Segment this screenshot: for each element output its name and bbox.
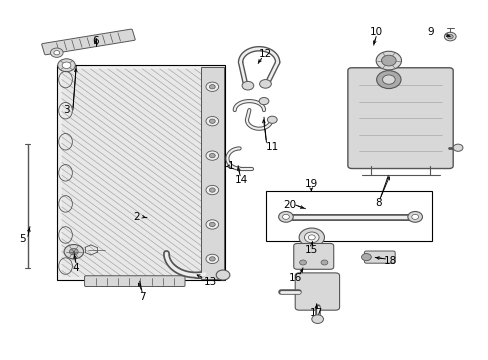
FancyBboxPatch shape bbox=[41, 29, 135, 55]
Text: 5: 5 bbox=[20, 234, 26, 244]
Circle shape bbox=[259, 98, 268, 105]
FancyBboxPatch shape bbox=[347, 68, 452, 168]
Bar bbox=[266, 191, 431, 241]
FancyBboxPatch shape bbox=[364, 251, 394, 263]
Text: 2: 2 bbox=[133, 212, 139, 222]
Circle shape bbox=[407, 211, 422, 222]
Circle shape bbox=[376, 71, 400, 89]
Text: 1: 1 bbox=[227, 161, 234, 171]
Circle shape bbox=[209, 119, 215, 123]
Circle shape bbox=[299, 260, 306, 265]
Circle shape bbox=[299, 228, 324, 247]
Text: 9: 9 bbox=[427, 27, 433, 37]
Circle shape bbox=[267, 116, 277, 123]
Circle shape bbox=[278, 211, 293, 222]
Bar bbox=[57, 65, 224, 280]
Circle shape bbox=[209, 188, 215, 192]
Circle shape bbox=[361, 253, 370, 261]
Circle shape bbox=[375, 51, 401, 70]
Text: 11: 11 bbox=[265, 141, 279, 152]
Circle shape bbox=[58, 59, 75, 72]
Bar bbox=[61, 69, 203, 277]
Text: 3: 3 bbox=[62, 105, 69, 115]
FancyBboxPatch shape bbox=[295, 273, 339, 310]
Circle shape bbox=[209, 222, 215, 226]
Circle shape bbox=[205, 117, 218, 126]
Circle shape bbox=[447, 35, 452, 39]
Text: 12: 12 bbox=[258, 49, 271, 59]
FancyBboxPatch shape bbox=[84, 276, 184, 287]
Text: 13: 13 bbox=[203, 277, 217, 287]
Circle shape bbox=[50, 48, 63, 57]
Circle shape bbox=[382, 75, 394, 84]
Circle shape bbox=[311, 315, 323, 323]
Text: 10: 10 bbox=[369, 27, 382, 37]
Text: 15: 15 bbox=[305, 245, 318, 255]
Circle shape bbox=[205, 151, 218, 160]
Circle shape bbox=[242, 81, 253, 90]
Text: 7: 7 bbox=[139, 292, 145, 302]
Bar bbox=[200, 67, 224, 279]
Circle shape bbox=[259, 80, 271, 88]
Text: 17: 17 bbox=[309, 309, 322, 318]
Circle shape bbox=[452, 144, 462, 151]
Circle shape bbox=[444, 32, 455, 41]
Circle shape bbox=[64, 244, 83, 259]
Text: 19: 19 bbox=[304, 179, 317, 189]
Circle shape bbox=[411, 214, 418, 219]
Circle shape bbox=[282, 214, 289, 219]
Text: 18: 18 bbox=[384, 256, 397, 266]
Circle shape bbox=[205, 220, 218, 229]
Circle shape bbox=[216, 270, 229, 280]
Text: 14: 14 bbox=[234, 175, 248, 185]
Circle shape bbox=[205, 185, 218, 195]
Text: 8: 8 bbox=[374, 198, 381, 208]
FancyBboxPatch shape bbox=[293, 243, 333, 269]
Circle shape bbox=[209, 85, 215, 89]
Circle shape bbox=[69, 248, 78, 255]
Circle shape bbox=[205, 254, 218, 264]
Circle shape bbox=[308, 235, 315, 240]
Circle shape bbox=[209, 257, 215, 261]
Text: 4: 4 bbox=[72, 263, 79, 273]
Circle shape bbox=[62, 62, 71, 68]
Text: 20: 20 bbox=[282, 200, 295, 210]
Circle shape bbox=[205, 82, 218, 91]
Text: 6: 6 bbox=[92, 36, 99, 46]
Circle shape bbox=[321, 260, 327, 265]
Circle shape bbox=[54, 50, 60, 55]
Circle shape bbox=[381, 55, 395, 66]
Circle shape bbox=[209, 153, 215, 158]
Text: 16: 16 bbox=[288, 273, 302, 283]
Circle shape bbox=[304, 232, 319, 243]
